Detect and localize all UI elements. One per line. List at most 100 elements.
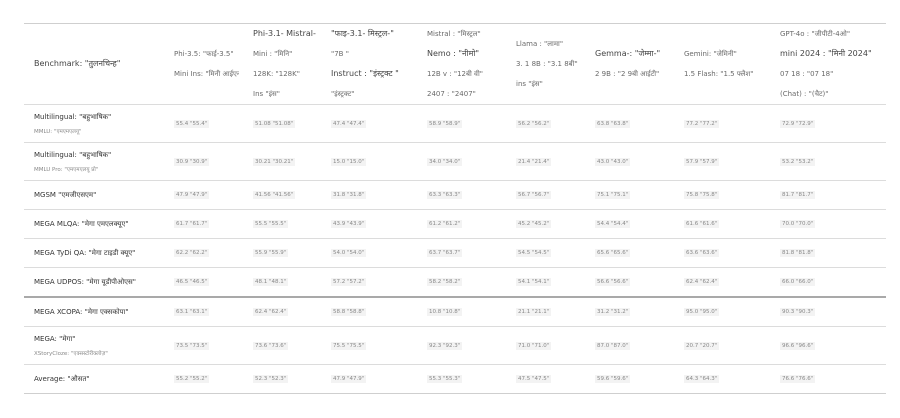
table-cell: 56.6 "56.6" [585,267,674,297]
row-label-text: Multilingual: "बहुभाषिक" [34,112,112,121]
cell-value: 76.6 "76.6" [780,375,816,383]
table-cell: 30.21 "30.21" [243,142,321,181]
cell-value: 81.7 "81.7" [780,191,816,199]
header-line: 07 18 : "07 18" [780,70,834,78]
table-cell: 56.7 "56.7" [506,180,585,210]
header-line: Phi-3.5: "फाई-3.5" [174,50,234,58]
cell-value: 56.2 "56.2" [516,119,552,128]
cell-value: 62.2 "62.2" [174,249,210,257]
cell-value: 55.5 "55.5" [253,220,289,228]
table-cell: 62.4 "62.4" [243,296,321,327]
row-label: MEGA: "मेगा" XStoryCloze: "एक्सस्टोरीक्लो… [24,326,164,365]
table-cell: 58.2 "58.2" [417,267,506,297]
cell-value: 75.8 "75.8" [684,191,720,199]
cell-value: 71.0 "71.0" [516,341,552,350]
table-cell: 31.8 "31.8" [321,180,417,210]
cell-value: 21.4 "21.4" [516,157,552,166]
header-line: 2407 : "2407" [427,90,476,98]
header-line: Instruct : "इंस्ट्रक्ट " [331,69,399,78]
cell-value: 30.21 "30.21" [253,157,296,166]
col-header-llama: Llama : "लामा" 3. 1 8B : "3.1 8बी" ins "… [506,23,585,105]
table-cell: 70.0 "70.0" [770,209,886,239]
header-line: "इंस्ट्रक्ट" [331,90,355,98]
cell-value: 92.3 "92.3" [427,341,463,350]
cell-value: 57.2 "57.2" [331,278,367,286]
table-cell: 57.2 "57.2" [321,267,417,297]
cell-value: 96.6 "96.6" [780,341,816,350]
col-header-gemma: Gemma-: "जेम्मा-" 2 9B : "2 9बी आईटी" [585,23,674,105]
row-label-text: MEGA UDPOS: "मेगा यूडीपीओएस" [34,277,136,286]
table-row: Multilingual: "बहुभाषिक" MMLU: "एमएमएलयू"… [24,104,886,143]
cell-value: 21.1 "21.1" [516,308,552,316]
cell-value: 72.9 "72.9" [780,119,816,128]
table-cell: 62.2 "62.2" [164,238,243,268]
col-header-gpt-4o-mini: GPT-4o : "जीपीटी-4ओ" mini 2024 : "मिनी 2… [770,23,886,105]
row-label: Average: "औसत" [24,364,164,394]
table-cell: 52.3 "52.3" [243,364,321,394]
header-line: "7B " [331,50,349,58]
cell-value: 70.0 "70.0" [780,220,816,228]
table-cell: 90.3 "90.3" [770,296,886,327]
col-header-mistral-instruct: "फाइ-3.1- मिस्ट्रल-" "7B " Instruct : "इ… [321,23,417,105]
row-label: MEGA XCOPA: "मेगा एक्सकोपा" [24,296,164,327]
header-line: "फाइ-3.1- मिस्ट्रल-" [331,29,394,38]
cell-value: 65.6 "65.6" [595,249,631,257]
cell-value: 95.0 "95.0" [684,308,720,316]
table-cell: 10.8 "10.8" [417,296,506,327]
table-cell: 54.0 "54.0" [321,238,417,268]
cell-value: 55.9 "55.9" [253,249,289,257]
cell-value: 81.8 "81.8" [780,249,816,257]
row-sublabel: MMLU: "एमएमएलयू" [34,128,82,135]
table-cell: 30.9 "30.9" [164,142,243,181]
row-label-text: MEGA: "मेगा" [34,334,76,343]
header-line: Ins "इंस" [253,90,280,98]
col-header-phi-3-5-mini: Phi-3.5: "फाई-3.5" Mini Ins: "मिनी आईएन" [164,23,243,105]
cell-value: 41.56 "41.56" [253,191,296,199]
cell-value: 54.0 "54.0" [331,249,367,257]
header-line: 128K: "128K" [253,70,300,78]
cell-value: 47.9 "47.9" [174,191,210,199]
table-cell: 47.9 "47.9" [321,364,417,394]
table-row: MEGA XCOPA: "मेगा एक्सकोपा" 63.1 "63.1" … [24,296,886,327]
cell-value: 47.5 "47.5" [516,375,552,383]
cell-value: 58.8 "58.8" [331,308,367,316]
benchmark-table-wrapper: Benchmark: "तुलनचिन्ह" Phi-3.5: "फाई-3.5… [24,23,886,394]
header-line: Benchmark: "तुलनचिन्ह" [34,59,121,68]
row-label-text: MGSM "एमजीएसएम" [34,190,97,199]
cell-value: 15.0 "15.0" [331,157,367,166]
cell-value: 59.6 "59.6" [595,375,631,383]
table-cell: 63.1 "63.1" [164,296,243,327]
table-cell: 53.2 "53.2" [770,142,886,181]
table-cell: 75.8 "75.8" [674,180,770,210]
cell-value: 54.4 "54.4" [595,220,631,228]
table-cell: 31.2 "31.2" [585,296,674,327]
table-cell: 92.3 "92.3" [417,326,506,365]
cell-value: 10.8 "10.8" [427,308,463,316]
table-cell: 96.6 "96.6" [770,326,886,365]
cell-value: 58.9 "58.9" [427,119,463,128]
table-cell: 15.0 "15.0" [321,142,417,181]
table-cell: 81.8 "81.8" [770,238,886,268]
table-cell: 62.4 "62.4" [674,267,770,297]
col-header-benchmark: Benchmark: "तुलनचिन्ह" [24,23,164,105]
cell-value: 55.3 "55.3" [427,375,463,383]
table-cell: 45.2 "45.2" [506,209,585,239]
table-cell: 61.2 "61.2" [417,209,506,239]
table-cell: 65.6 "65.6" [585,238,674,268]
row-label-text: Multilingual: "बहुभाषिक" [34,150,112,159]
table-cell: 34.0 "34.0" [417,142,506,181]
cell-value: 63.6 "63.6" [684,249,720,257]
cell-value: 57.9 "57.9" [684,157,720,166]
table-cell: 47.9 "47.9" [164,180,243,210]
cell-value: 55.4 "55.4" [174,119,210,128]
header-line: (Chat) : "(चैट)" [780,90,829,98]
table-cell: 64.3 "64.3" [674,364,770,394]
table-row: MEGA: "मेगा" XStoryCloze: "एक्सस्टोरीक्लो… [24,326,886,365]
table-cell: 55.2 "55.2" [164,364,243,394]
table-cell: 66.0 "66.0" [770,267,886,297]
cell-value: 45.2 "45.2" [516,220,552,228]
row-label: MGSM "एमजीएसएम" [24,180,164,210]
table-cell: 59.6 "59.6" [585,364,674,394]
cell-value: 54.1 "54.1" [516,278,552,286]
header-line: mini 2024 : "मिनी 2024" [780,49,872,58]
